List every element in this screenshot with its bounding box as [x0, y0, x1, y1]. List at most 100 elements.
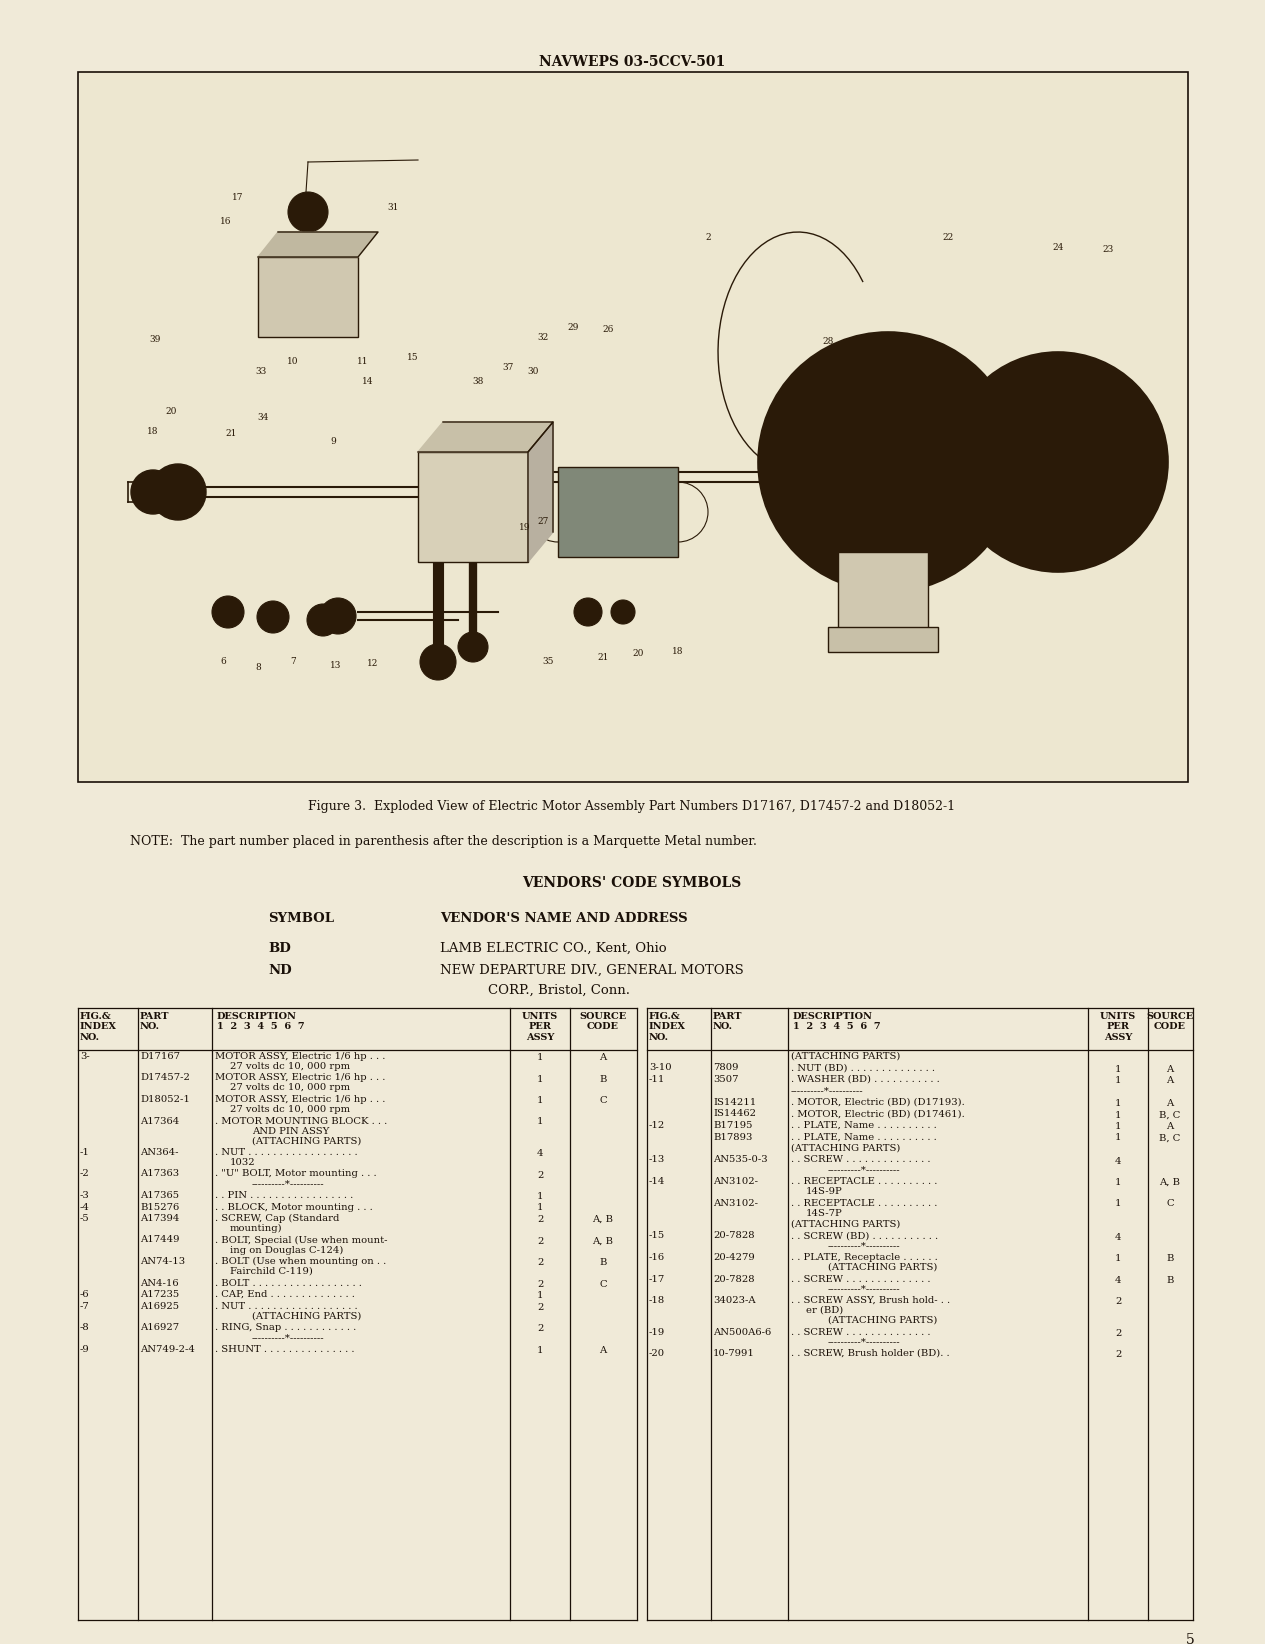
- Text: C: C: [600, 1279, 607, 1289]
- Text: . . BLOCK, Motor mounting . . .: . . BLOCK, Motor mounting . . .: [215, 1202, 373, 1212]
- Circle shape: [891, 488, 906, 505]
- Text: D17167: D17167: [140, 1052, 180, 1060]
- Text: A, B: A, B: [592, 1215, 614, 1225]
- Text: C: C: [1166, 1200, 1174, 1208]
- Circle shape: [758, 332, 1018, 592]
- Text: A17364: A17364: [140, 1116, 180, 1126]
- Text: 32: 32: [538, 332, 549, 342]
- Text: -4: -4: [80, 1202, 90, 1212]
- Text: A, B: A, B: [592, 1236, 614, 1246]
- Text: C: C: [600, 1097, 607, 1105]
- Text: 20-4279: 20-4279: [713, 1253, 755, 1263]
- Bar: [558, 467, 678, 557]
- Text: . . RECEPTACLE . . . . . . . . . .: . . RECEPTACLE . . . . . . . . . .: [791, 1177, 937, 1185]
- Text: 1: 1: [1114, 1133, 1121, 1143]
- Text: . . PIN . . . . . . . . . . . . . . . . .: . . PIN . . . . . . . . . . . . . . . . …: [215, 1190, 353, 1200]
- Text: 37: 37: [502, 362, 514, 372]
- Text: ND: ND: [268, 963, 292, 977]
- Circle shape: [574, 598, 602, 626]
- Text: (ATTACHING PARTS): (ATTACHING PARTS): [252, 1312, 362, 1320]
- Text: AN74-13: AN74-13: [140, 1258, 185, 1266]
- Text: 12: 12: [367, 659, 378, 669]
- Text: ----------*----------: ----------*----------: [252, 1333, 325, 1342]
- Text: 25: 25: [792, 423, 803, 431]
- Text: DESCRIPTION
1  2  3  4  5  6  7: DESCRIPTION 1 2 3 4 5 6 7: [793, 1013, 880, 1031]
- Text: ing on Douglas C-124): ing on Douglas C-124): [230, 1246, 343, 1254]
- Text: -3: -3: [80, 1190, 90, 1200]
- Text: 2: 2: [705, 232, 711, 242]
- Text: 34: 34: [257, 413, 268, 421]
- Text: 31: 31: [387, 202, 398, 212]
- Text: -16: -16: [649, 1253, 665, 1263]
- Text: (ATTACHING PARTS): (ATTACHING PARTS): [829, 1315, 937, 1325]
- Text: D17457-2: D17457-2: [140, 1074, 190, 1082]
- Bar: [258, 256, 358, 337]
- Text: 18: 18: [672, 648, 684, 656]
- Text: (ATTACHING PARTS): (ATTACHING PARTS): [791, 1052, 901, 1060]
- Text: ----------*----------: ----------*----------: [829, 1338, 901, 1346]
- Text: 21: 21: [597, 653, 608, 661]
- Text: A: A: [600, 1345, 607, 1355]
- Circle shape: [611, 600, 635, 625]
- Circle shape: [471, 510, 506, 546]
- Text: 1: 1: [536, 1075, 543, 1083]
- Text: . . SCREW . . . . . . . . . . . . . .: . . SCREW . . . . . . . . . . . . . .: [791, 1274, 931, 1284]
- Text: . . SCREW, Brush holder (BD). .: . . SCREW, Brush holder (BD). .: [791, 1350, 950, 1358]
- Text: B: B: [600, 1075, 607, 1083]
- Text: ----------*----------: ----------*----------: [791, 1087, 864, 1095]
- Polygon shape: [258, 232, 378, 256]
- Text: 8: 8: [256, 663, 261, 671]
- Text: 14S-9P: 14S-9P: [806, 1187, 842, 1195]
- Text: BD: BD: [268, 942, 291, 955]
- Text: AN535-0-3: AN535-0-3: [713, 1156, 768, 1164]
- Text: . . RECEPTACLE . . . . . . . . . .: . . RECEPTACLE . . . . . . . . . .: [791, 1198, 937, 1207]
- Text: . NUT . . . . . . . . . . . . . . . . . .: . NUT . . . . . . . . . . . . . . . . . …: [215, 1148, 358, 1157]
- Text: 5: 5: [1095, 462, 1101, 472]
- Text: 19: 19: [519, 523, 531, 531]
- Text: A16927: A16927: [140, 1323, 180, 1332]
- Text: 5: 5: [1187, 1632, 1195, 1644]
- Text: 2: 2: [536, 1171, 543, 1179]
- Text: A17235: A17235: [140, 1291, 180, 1299]
- Text: A17365: A17365: [140, 1190, 180, 1200]
- Text: ----------*----------: ----------*----------: [829, 1166, 901, 1174]
- Text: . SCREW, Cap (Standard: . SCREW, Cap (Standard: [215, 1213, 339, 1223]
- Text: 1: 1: [536, 1203, 543, 1213]
- Text: A: A: [1166, 1098, 1174, 1108]
- Text: FIG.&
INDEX
NO.: FIG.& INDEX NO.: [80, 1013, 116, 1042]
- Text: (ATTACHING PARTS): (ATTACHING PARTS): [252, 1136, 362, 1146]
- Text: -19: -19: [649, 1327, 665, 1337]
- Text: . . PLATE, Name . . . . . . . . . .: . . PLATE, Name . . . . . . . . . .: [791, 1133, 937, 1141]
- Text: 33: 33: [256, 368, 267, 376]
- Text: SYMBOL: SYMBOL: [268, 912, 334, 926]
- Circle shape: [471, 469, 506, 505]
- Text: . BOLT (Use when mounting on . .: . BOLT (Use when mounting on . .: [215, 1258, 386, 1266]
- Text: 38: 38: [472, 378, 483, 386]
- Text: 1: 1: [536, 1054, 543, 1062]
- Text: . SHUNT . . . . . . . . . . . . . . .: . SHUNT . . . . . . . . . . . . . . .: [215, 1345, 354, 1353]
- Text: B: B: [1166, 1276, 1174, 1284]
- Circle shape: [307, 603, 339, 636]
- Text: 14: 14: [362, 378, 373, 386]
- Text: B: B: [600, 1258, 607, 1268]
- Text: 23: 23: [1102, 245, 1113, 255]
- Polygon shape: [417, 423, 553, 452]
- Text: AN3102-: AN3102-: [713, 1198, 758, 1207]
- Text: B, C: B, C: [1159, 1110, 1180, 1120]
- Text: 29: 29: [567, 322, 578, 332]
- Bar: [78, 72, 1188, 783]
- Text: 3-10: 3-10: [649, 1064, 672, 1072]
- Text: -15: -15: [649, 1231, 665, 1241]
- Text: -1: -1: [80, 1148, 90, 1157]
- Text: A16925: A16925: [140, 1302, 180, 1310]
- Text: B17195: B17195: [713, 1121, 753, 1129]
- Text: 4: 4: [1114, 1233, 1121, 1241]
- Text: IS14211: IS14211: [713, 1098, 756, 1106]
- Text: B17893: B17893: [713, 1133, 753, 1141]
- Text: UNITS
PER
ASSY: UNITS PER ASSY: [1099, 1013, 1136, 1042]
- Text: 1: 1: [1114, 1098, 1121, 1108]
- Text: 1: 1: [1114, 1179, 1121, 1187]
- Text: 2: 2: [536, 1215, 543, 1225]
- Text: 27: 27: [538, 518, 549, 526]
- Text: . . SCREW . . . . . . . . . . . . . .: . . SCREW . . . . . . . . . . . . . .: [791, 1156, 931, 1164]
